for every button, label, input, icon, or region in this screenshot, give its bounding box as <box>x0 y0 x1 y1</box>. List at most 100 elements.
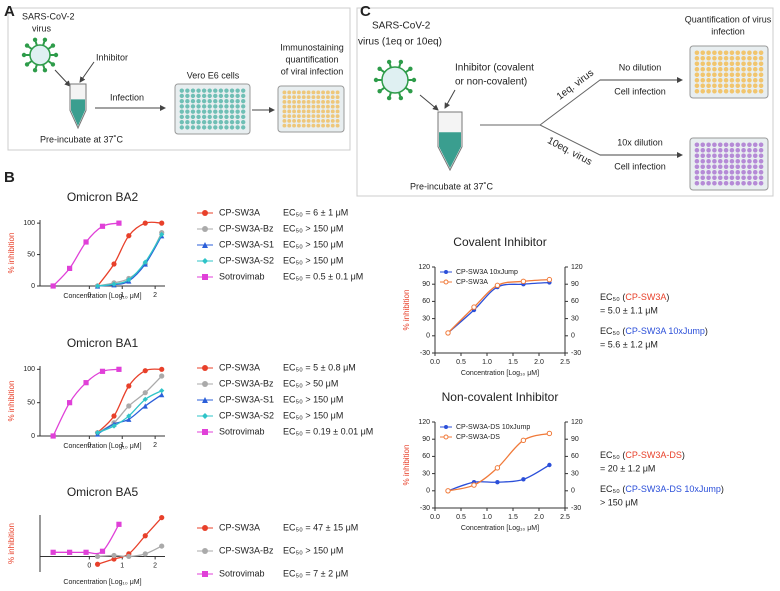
well <box>752 169 758 175</box>
well <box>758 164 764 170</box>
well <box>330 104 335 109</box>
well <box>201 88 207 93</box>
well <box>185 119 190 125</box>
well <box>306 114 311 119</box>
x-tick-label: 0.0 <box>430 359 440 366</box>
well <box>712 158 717 164</box>
data-point <box>495 480 500 485</box>
well <box>735 66 741 72</box>
x-tick-label: 1.5 <box>508 359 518 366</box>
well <box>735 88 741 94</box>
well <box>706 169 711 175</box>
virus-label: virus (1eq or 10eq) <box>358 37 442 48</box>
well <box>301 104 306 109</box>
well <box>287 90 292 95</box>
well <box>207 109 212 114</box>
legend-marker <box>202 397 208 403</box>
y-tick-label: 60 <box>422 453 430 460</box>
well <box>706 88 711 94</box>
well <box>213 119 218 125</box>
virus-spike-tip <box>42 68 48 73</box>
data-point <box>471 482 477 488</box>
data-point <box>67 265 73 271</box>
well <box>758 180 764 186</box>
x-tick-label: 2.5 <box>560 514 570 521</box>
well <box>287 95 292 100</box>
well <box>694 66 700 72</box>
well <box>213 93 218 99</box>
well <box>741 55 746 61</box>
legend-marker <box>443 279 449 285</box>
legend-marker <box>202 242 208 248</box>
data-point <box>126 413 132 419</box>
data-point <box>445 488 451 494</box>
annotation: EC₅₀ (CP-SW3A) <box>600 292 669 302</box>
well <box>190 125 196 130</box>
well <box>282 104 287 109</box>
well <box>706 164 711 170</box>
y-tick-label: 90 <box>422 436 430 443</box>
well <box>292 95 297 100</box>
well <box>758 77 764 83</box>
well <box>301 109 306 114</box>
y-axis-title: % inhibition <box>7 523 16 564</box>
well <box>316 99 321 104</box>
well <box>758 88 764 94</box>
annotation-suffix: ) <box>705 326 708 336</box>
ec50-label: EC₅₀ > 150 μM <box>283 223 343 233</box>
data-point <box>546 276 553 283</box>
well <box>717 88 723 94</box>
data-point <box>94 283 101 289</box>
well <box>700 142 706 148</box>
annotation: EC₅₀ (CP-SW3A-DS) <box>600 450 685 460</box>
ec50-label: EC₅₀ = 0.19 ± 0.01 μM <box>283 426 373 436</box>
legend-label: Sotrovimab <box>219 568 265 578</box>
well <box>287 123 292 128</box>
well <box>717 164 723 170</box>
well <box>712 147 717 153</box>
well <box>758 147 764 153</box>
well <box>282 118 287 123</box>
data-point <box>83 549 89 555</box>
well <box>735 175 741 181</box>
well <box>747 153 752 159</box>
well <box>296 99 301 104</box>
well <box>741 66 746 72</box>
data-point <box>520 437 527 444</box>
data-point <box>471 304 477 310</box>
well <box>229 119 235 125</box>
preincubate-label: Pre-incubate at 37˚C <box>410 181 494 191</box>
well <box>723 153 729 159</box>
well <box>335 95 340 100</box>
legend-marker <box>202 525 208 531</box>
legend-marker <box>202 429 208 435</box>
well <box>735 158 741 164</box>
well <box>229 114 235 120</box>
well <box>201 109 207 114</box>
well <box>179 93 184 99</box>
well <box>741 50 746 56</box>
well <box>712 164 717 170</box>
well <box>717 142 723 148</box>
well <box>335 118 340 123</box>
x-tick-label: 0.0 <box>430 514 440 521</box>
well <box>700 180 706 186</box>
y-axis-title: % inhibition <box>402 445 411 486</box>
virus-spike-tip <box>386 95 392 101</box>
ec50-label: EC₅₀ = 6 ± 1 μM <box>283 207 348 217</box>
well <box>758 83 764 89</box>
ec50-label: EC₅₀ = 5 ± 0.8 μM <box>283 362 356 372</box>
well <box>282 109 287 114</box>
data-point <box>111 281 117 287</box>
well <box>196 114 201 120</box>
x-axis-title: Concentration [Log₁₀ μM] <box>461 370 539 377</box>
well <box>207 125 212 130</box>
chart-title: Omicron BA5 <box>67 485 139 499</box>
well <box>694 61 700 67</box>
well <box>296 109 301 114</box>
well <box>717 72 723 78</box>
well <box>747 55 752 61</box>
well <box>741 169 746 175</box>
virus-spike-tip <box>398 95 404 101</box>
virus-spike-tip <box>42 37 48 42</box>
